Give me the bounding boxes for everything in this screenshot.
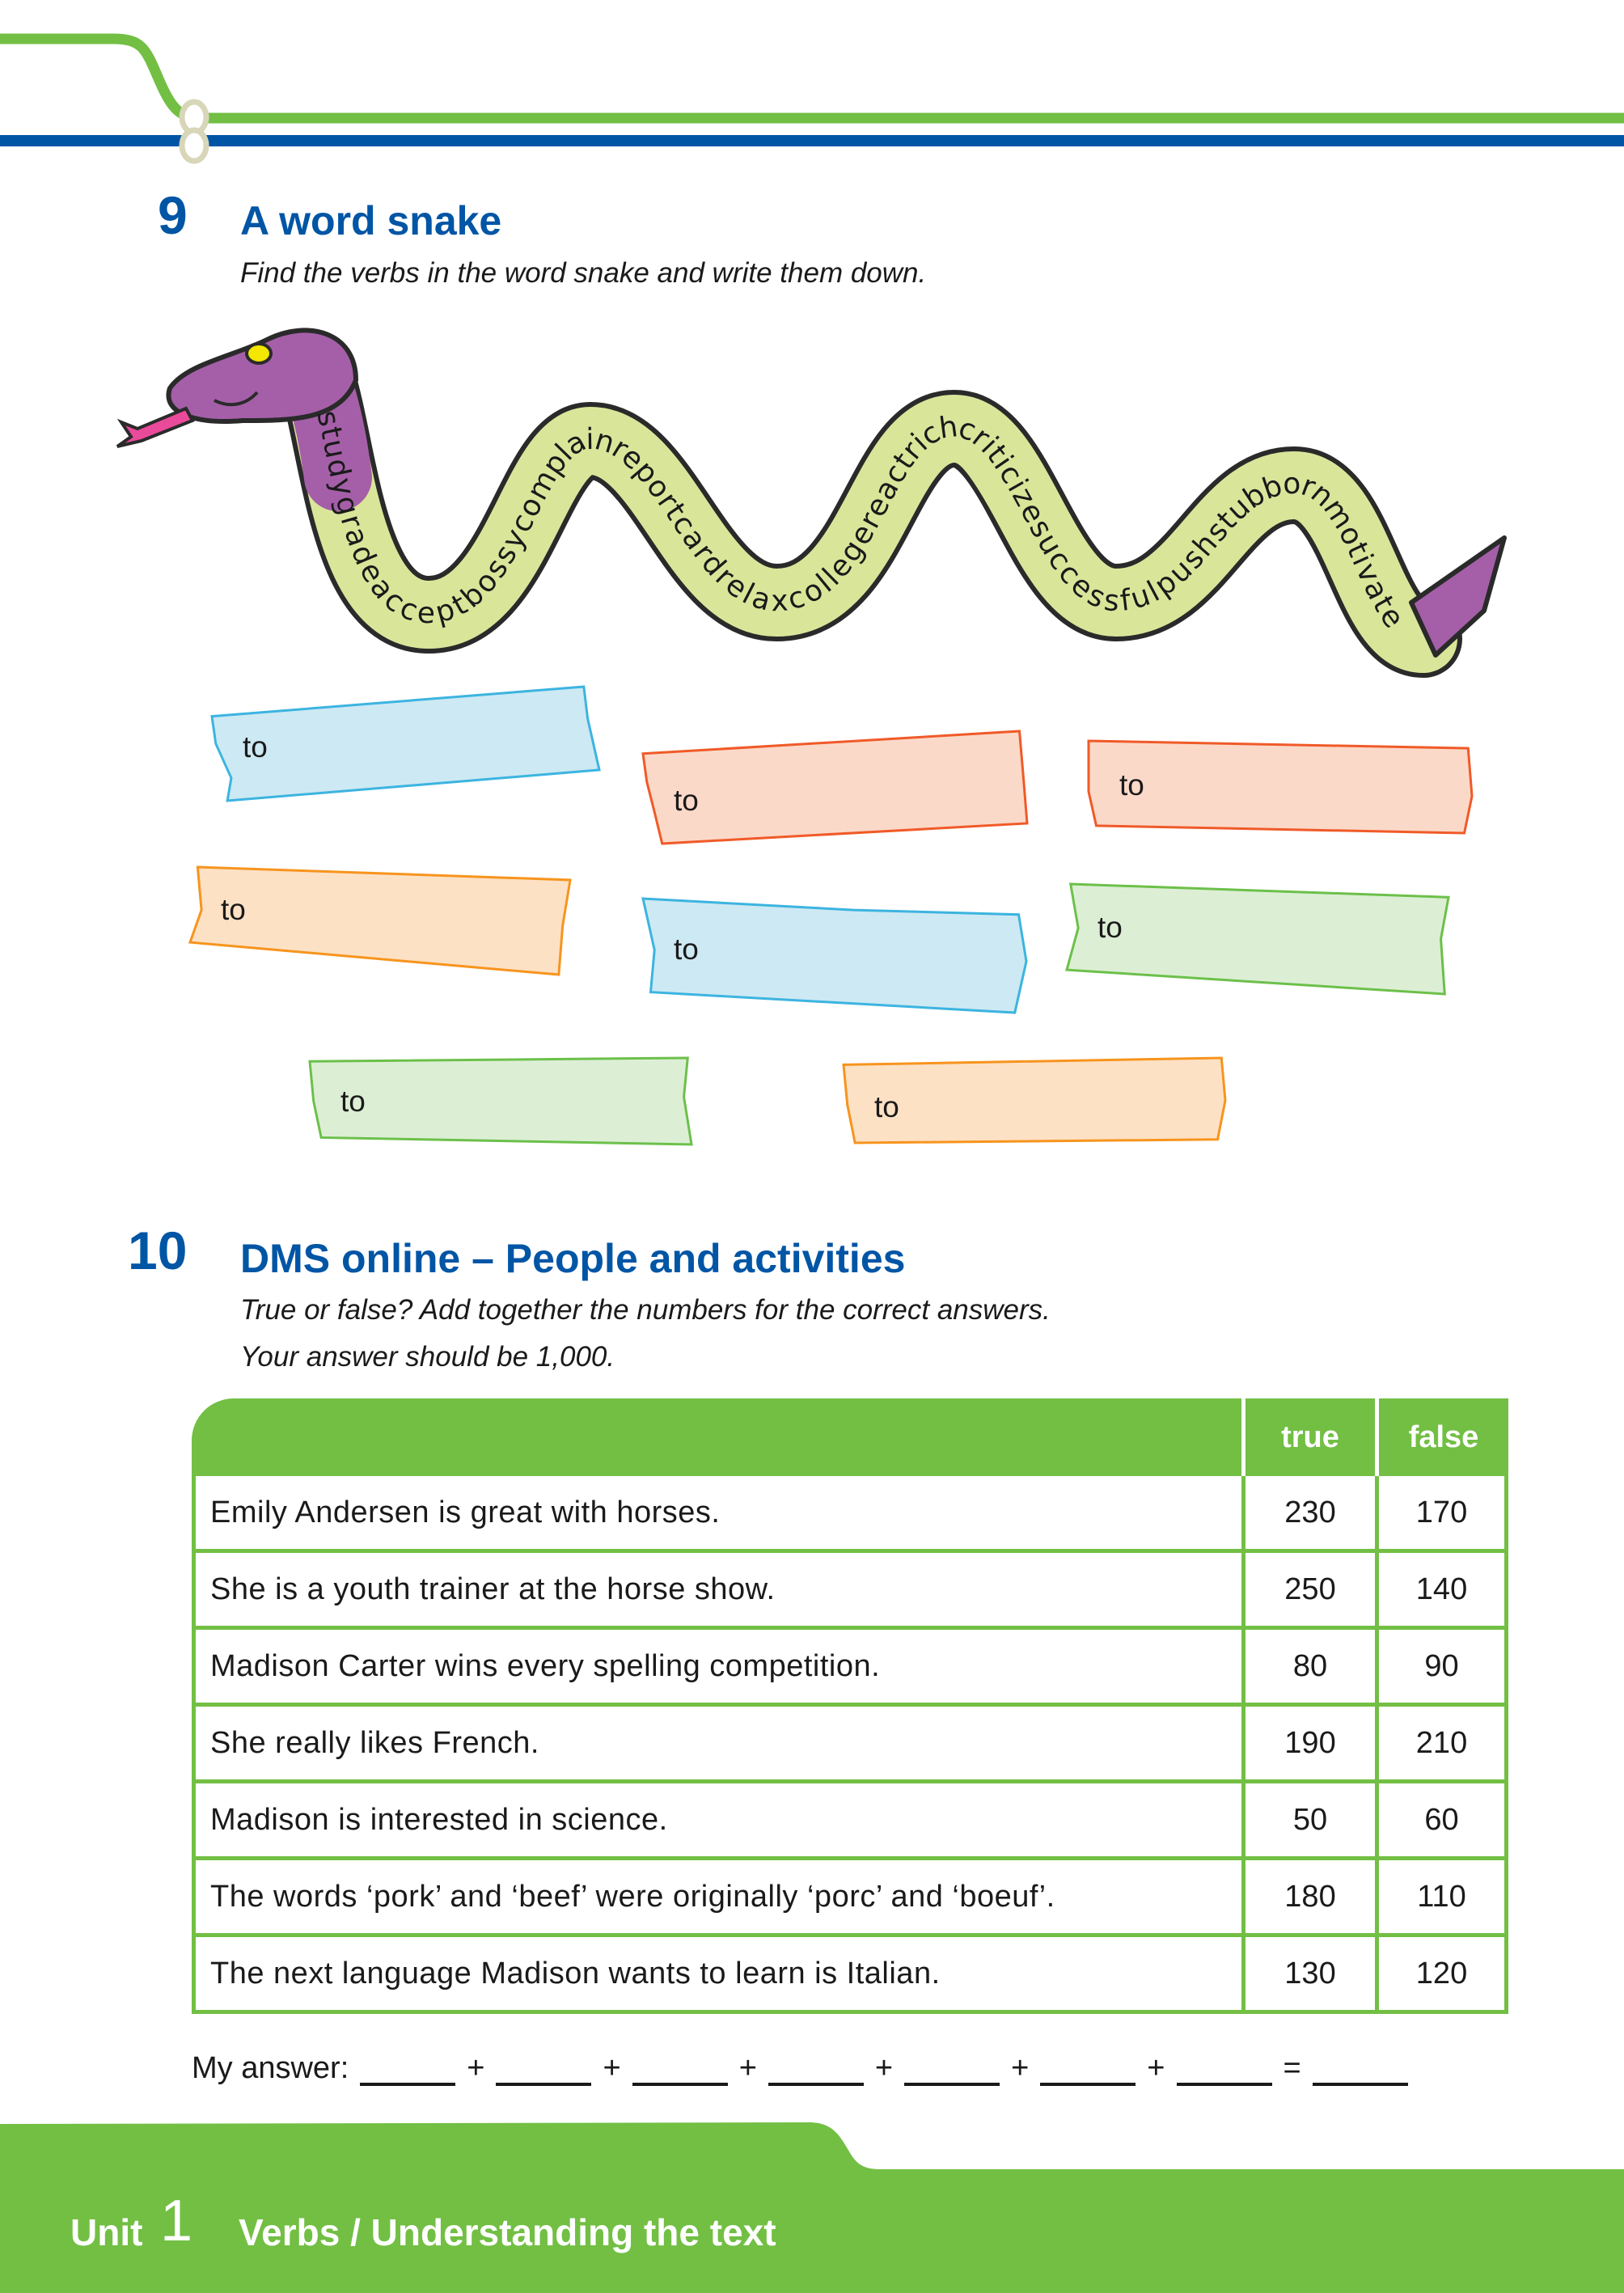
header-statement [192,1398,1241,1476]
tape-label: to [674,784,699,818]
table-row: Emily Andersen is great with horses. 230 1… [192,1476,1508,1553]
true-value-cell[interactable]: 130 [1241,1937,1375,2014]
true-value-cell[interactable]: 230 [1241,1476,1375,1553]
answer-line: My answer: + + + + + + = [192,2050,1408,2086]
section-instruction: True or false? Add together the numbers … [240,1294,1051,1326]
section-number: 9 [158,185,188,245]
answer-tape-1[interactable]: to [212,687,599,801]
plus-sign: + [467,2051,485,2085]
answer-blank[interactable] [496,2050,592,2086]
tape-label: to [874,1089,899,1123]
unit-topic: Verbs / Understanding the text [239,2211,776,2253]
tongue-icon [116,406,195,448]
false-value-cell[interactable]: 90 [1375,1630,1508,1707]
connector-icon [179,99,209,164]
plus-sign: + [603,2051,621,2085]
section-title: A word snake [240,198,502,243]
plus-sign: + [1147,2051,1165,2085]
table-row: The words ‘pork’ and ‘beef’ were origina… [192,1860,1508,1937]
true-value-cell[interactable]: 190 [1241,1707,1375,1783]
table-row: The next language Madison wants to learn… [192,1937,1508,2014]
answer-blank[interactable] [632,2050,728,2086]
true-false-table: true false Emily Andersen is great with … [192,1398,1508,2014]
table-row: She really likes French. 190 210 [192,1707,1508,1783]
answer-label: My answer: [192,2051,349,2085]
statement-cell: The next language Madison wants to learn… [192,1937,1241,2014]
false-value-cell[interactable]: 120 [1375,1937,1508,2014]
table-row: Madison is interested in science. 50 60 [192,1783,1508,1860]
false-value-cell[interactable]: 60 [1375,1783,1508,1860]
answer-tape-2[interactable]: to [643,731,1027,844]
header-decoration [0,33,1624,164]
section-title: DMS online – People and activities [240,1236,906,1281]
answer-tape-4[interactable]: to [190,867,570,975]
false-value-cell[interactable]: 210 [1375,1707,1508,1783]
snake-head [116,328,359,448]
tape-label: to [674,933,699,967]
answer-blank[interactable] [360,2050,456,2086]
answer-tape-8[interactable]: to [844,1058,1225,1143]
section-number: 10 [128,1221,188,1280]
true-value-cell[interactable]: 50 [1241,1783,1375,1860]
snake-tail [1409,535,1507,658]
plus-sign: + [1011,2051,1030,2085]
answer-tape-7[interactable]: to [310,1058,691,1144]
header-true: true [1241,1398,1375,1476]
statement-cell: The words ‘pork’ and ‘beef’ were origina… [192,1860,1241,1937]
false-value-cell[interactable]: 140 [1375,1553,1508,1630]
false-value-cell[interactable]: 110 [1375,1860,1508,1937]
answer-total-blank[interactable] [1312,2050,1408,2086]
answer-blank[interactable] [904,2050,1000,2086]
answer-blank[interactable] [1040,2050,1136,2086]
statement-cell: Emily Andersen is great with horses. [192,1476,1241,1553]
header-blue-line [0,135,1624,146]
header-false: false [1375,1398,1508,1476]
statement-cell: She really likes French. [192,1707,1241,1783]
statement-cell: She is a youth trainer at the horse show… [192,1553,1241,1630]
eye-icon [245,342,273,365]
tape-label: to [1119,768,1144,802]
true-value-cell[interactable]: 180 [1241,1860,1375,1937]
section-instruction: Find the verbs in the word snake and wri… [240,257,927,289]
tape-label: to [221,893,246,927]
table-row: She is a youth trainer at the horse show… [192,1553,1508,1630]
answer-tape-3[interactable]: to [1089,741,1472,833]
tape-label: to [1097,911,1123,945]
answer-blank[interactable] [768,2050,864,2086]
footer-band [0,2122,1624,2293]
answer-tape-5[interactable]: to [643,899,1026,1013]
statement-cell: Madison Carter wins every spelling compe… [192,1630,1241,1707]
statement-cell: Madison is interested in science. [192,1783,1241,1860]
plus-sign: + [874,2051,894,2085]
answer-tape-6[interactable]: to [1067,884,1448,994]
table-header-row: true false [192,1398,1508,1476]
true-value-cell[interactable]: 250 [1241,1553,1375,1630]
false-value-cell[interactable]: 170 [1375,1476,1508,1553]
answer-blank[interactable] [1176,2050,1272,2086]
section-instruction: Your answer should be 1,000. [240,1341,615,1373]
unit-number: 1 [160,2189,193,2253]
true-value-cell[interactable]: 80 [1241,1630,1375,1707]
tape-label: to [243,730,268,764]
word-snake: studygradeacceptbossycomplainreportcardr… [116,328,1507,728]
equals-sign: = [1283,2051,1301,2085]
tape-label: to [340,1084,366,1118]
table-row: Madison Carter wins every spelling compe… [192,1630,1508,1707]
unit-label: Unit [70,2211,143,2253]
plus-sign: + [738,2051,757,2085]
